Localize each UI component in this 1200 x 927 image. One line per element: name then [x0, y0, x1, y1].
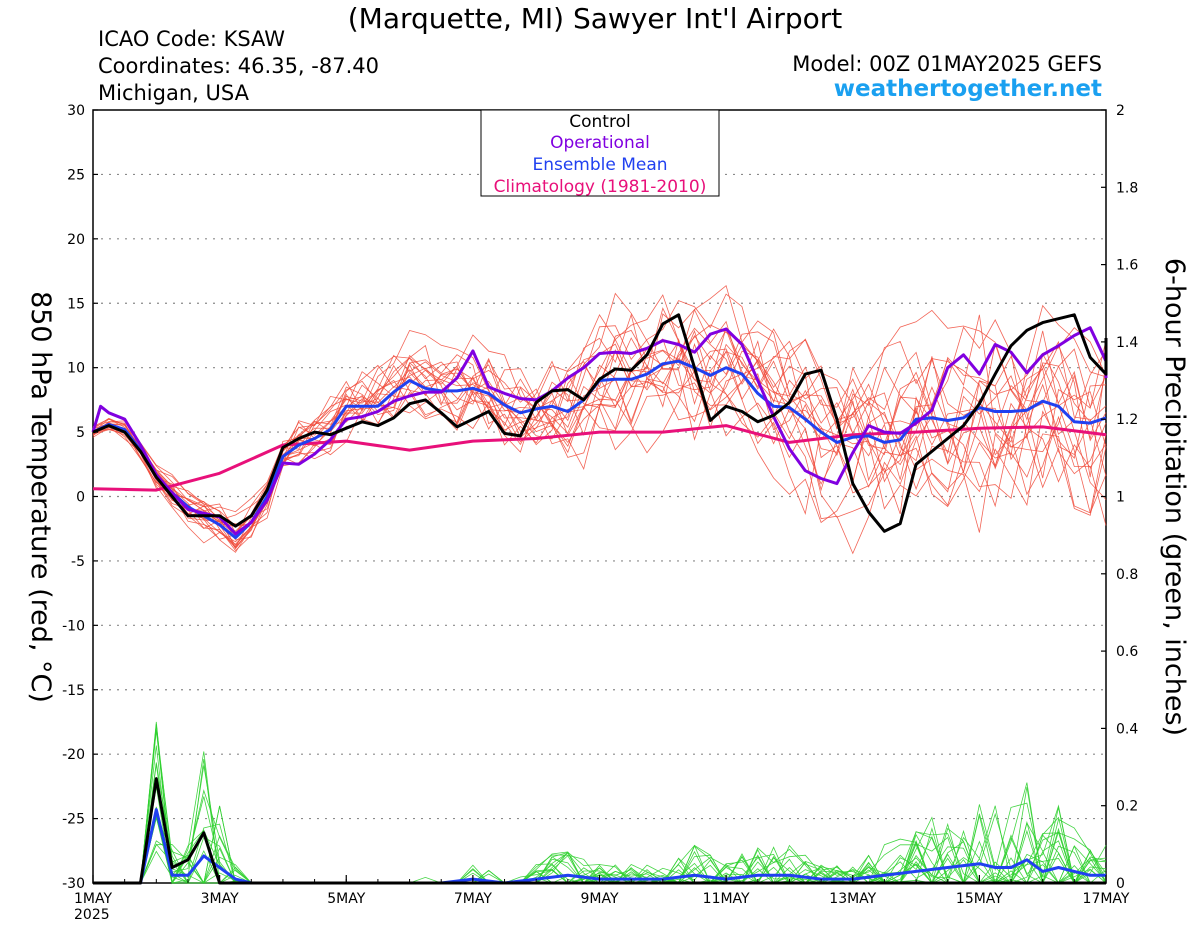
series-line-climatology-1981-2010	[92, 424, 1107, 492]
legend-operational: Operational	[550, 133, 650, 153]
x-tick-label: 3MAY	[201, 891, 239, 907]
left-tick-label: -15	[62, 683, 85, 699]
temp-member-line	[92, 293, 1107, 552]
website-link[interactable]: weathertogether.net	[833, 76, 1102, 102]
left-tick-label: 5	[76, 425, 85, 441]
right-tick-label: 0.4	[1116, 721, 1138, 737]
temp-member-line	[92, 304, 1107, 553]
x-tick-label: 9MAY	[580, 891, 618, 907]
legend-control: Control	[569, 112, 630, 132]
left-tick-label: -25	[62, 812, 85, 828]
legend-climatology: Climatology (1981-2010)	[494, 177, 707, 197]
precip-member-line	[93, 806, 1107, 884]
legend-box	[480, 109, 720, 197]
right-tick-label: 1.8	[1116, 180, 1138, 196]
legend-ensemble-mean: Ensemble Mean	[532, 155, 667, 175]
left-tick-label: -10	[62, 618, 85, 634]
left-tick-label: -30	[62, 876, 85, 892]
region: Michigan, USA	[98, 81, 249, 105]
right-tick-label: 2	[1116, 103, 1125, 119]
series-line-ensemble-mean	[92, 359, 1107, 540]
plot-frame	[92, 109, 1107, 884]
precip-member-line	[93, 805, 1107, 884]
ensemble-members	[92, 285, 1107, 885]
x-tick-label: 7MAY	[454, 891, 492, 907]
x-tick-label: 11MAY	[703, 891, 750, 907]
grid-lines	[93, 173, 1106, 820]
left-tick-label: 15	[67, 296, 85, 312]
left-axis-label: 850 hPa Temperature (red, °C)	[25, 291, 56, 703]
x-tick-label: 15MAY	[956, 891, 1003, 907]
temp-member-line	[92, 314, 1107, 536]
right-tick-label: 0	[1116, 876, 1125, 892]
precip-member-line	[93, 729, 1107, 884]
coordinates: Coordinates: 46.35, -87.40	[98, 54, 379, 78]
right-tick-label: 1.6	[1116, 258, 1138, 274]
precip-member-line	[93, 721, 1107, 884]
chart-title: (Marquette, MI) Sawyer Int'l Airport	[347, 2, 843, 35]
model-run: Model: 00Z 01MAY2025 GEFS	[792, 52, 1102, 76]
temp-member-line	[92, 309, 1107, 521]
temp-member-line	[92, 292, 1107, 527]
x-tick-label: 5MAY	[327, 891, 365, 907]
x-tick-label: 1MAY	[74, 891, 112, 907]
left-tick-label: 10	[67, 361, 85, 377]
left-tick-label: 0	[76, 490, 85, 506]
left-tick-label: -5	[71, 554, 85, 570]
left-tick-label: 25	[67, 167, 85, 183]
precip-member-line	[93, 724, 1106, 884]
right-tick-label: 0.2	[1116, 799, 1138, 815]
left-tick-label: 20	[67, 232, 85, 248]
right-axis-label: 6-hour Precipitation (green, inches)	[1159, 258, 1190, 736]
series-line-operational	[91, 326, 1108, 536]
year-label: 2025	[74, 907, 110, 923]
series-line-control-precip	[93, 777, 1106, 885]
precip-member-line	[93, 724, 1106, 885]
right-tick-label: 1.2	[1116, 412, 1138, 428]
precip-member-line	[93, 796, 1107, 884]
left-tick-label: 30	[67, 103, 85, 119]
left-tick-label: -20	[62, 747, 85, 763]
main-series	[91, 313, 1108, 885]
x-tick-label: 13MAY	[829, 891, 876, 907]
right-tick-label: 1.4	[1116, 335, 1138, 351]
right-tick-label: 0.8	[1116, 567, 1138, 583]
icao-code: ICAO Code: KSAW	[98, 27, 286, 51]
x-tick-label: 17MAY	[1083, 891, 1130, 907]
series-line-control	[92, 313, 1108, 533]
legend: Control Operational Ensemble Mean Climat…	[480, 109, 720, 197]
axes: 302520151050-5-10-15-20-25-3021.81.61.41…	[62, 103, 1138, 907]
temp-member-line	[92, 329, 1107, 540]
right-tick-label: 1	[1116, 490, 1125, 506]
right-tick-label: 0.6	[1116, 644, 1138, 660]
